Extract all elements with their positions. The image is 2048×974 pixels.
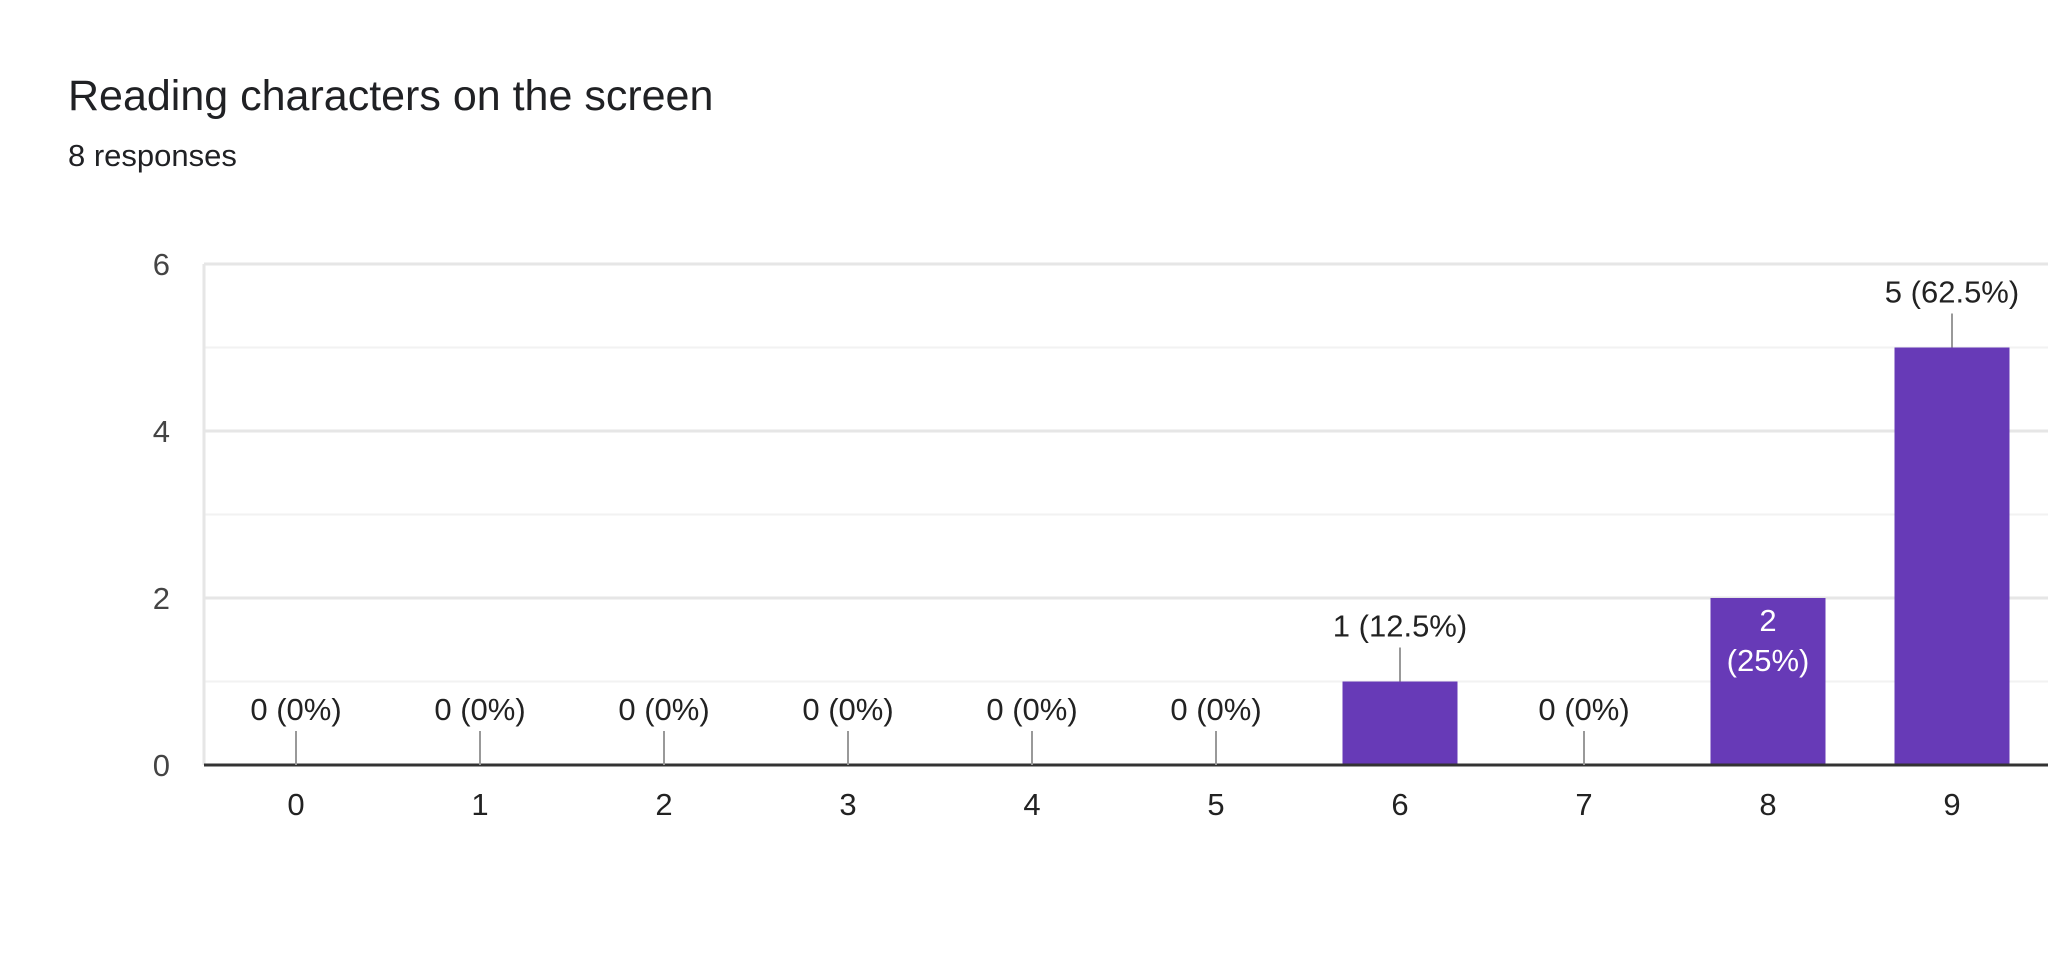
x-tick-label: 6 bbox=[1391, 787, 1408, 822]
x-tick-label: 7 bbox=[1575, 787, 1592, 822]
axes: 0 2 4 6 0 1 2 3 4 5 6 7 8 9 bbox=[153, 247, 2048, 822]
x-tick-label: 2 bbox=[655, 787, 672, 822]
data-label: 1 (12.5%) bbox=[1333, 609, 1467, 644]
bar bbox=[1894, 347, 2010, 765]
data-label: 0 (0%) bbox=[434, 692, 525, 727]
y-tick-label: 0 bbox=[153, 748, 170, 783]
y-tick-label: 6 bbox=[153, 247, 170, 282]
gridlines bbox=[202, 262, 2048, 765]
x-tick-label: 3 bbox=[839, 787, 856, 822]
bars bbox=[1342, 347, 2010, 765]
bar bbox=[1342, 681, 1458, 765]
data-label: 0 (0%) bbox=[250, 692, 341, 727]
data-label: 0 (0%) bbox=[1170, 692, 1261, 727]
data-label: 0 (0%) bbox=[986, 692, 1077, 727]
x-tick-label: 9 bbox=[1943, 787, 1960, 822]
x-tick-label: 8 bbox=[1759, 787, 1776, 822]
chart-title: Reading characters on the screen bbox=[68, 72, 714, 120]
data-label: 0 (0%) bbox=[618, 692, 709, 727]
y-tick-label: 4 bbox=[153, 414, 170, 449]
response-count: 8 responses bbox=[68, 138, 237, 173]
data-label: 5 (62.5%) bbox=[1885, 275, 2019, 310]
bar bbox=[1710, 598, 1826, 765]
data-label: 0 (0%) bbox=[1538, 692, 1629, 727]
data-label: 2 (25%) bbox=[1727, 603, 1810, 678]
x-tick-label: 1 bbox=[471, 787, 488, 822]
data-labels: 0 (0%) 0 (0%) 0 (0%) 0 (0%) 0 (0%) 0 (0%) 1 (1… bbox=[250, 275, 2019, 765]
data-label: 0 (0%) bbox=[802, 692, 893, 727]
x-tick-label: 0 bbox=[287, 787, 304, 822]
x-tick-label: 4 bbox=[1023, 787, 1040, 822]
y-tick-label: 2 bbox=[153, 581, 170, 616]
x-tick-label: 5 bbox=[1207, 787, 1224, 822]
